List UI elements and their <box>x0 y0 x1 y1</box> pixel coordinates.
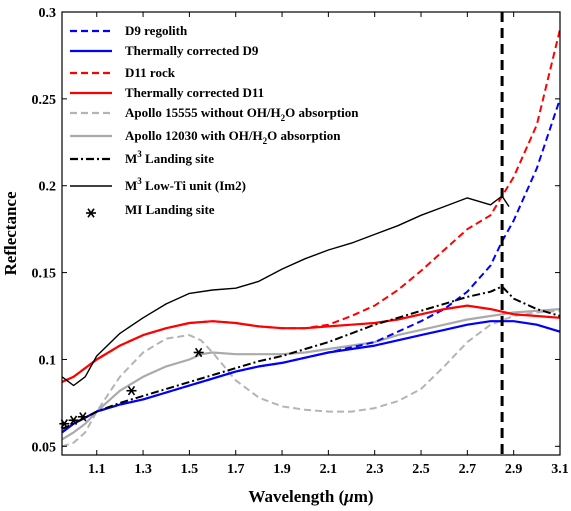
mi-landing-marker <box>77 412 88 422</box>
legend-label: D9 regolith <box>125 23 188 38</box>
y-tick-label: 0.05 <box>32 440 57 455</box>
legend-entry: Thermally corrected D9 <box>70 43 259 58</box>
mi-landing-marker <box>59 419 70 429</box>
plot-area <box>62 12 560 455</box>
y-tick-label: 0.1 <box>39 353 57 368</box>
legend-entry: D9 regolith <box>70 23 188 38</box>
series-line-4 <box>62 309 560 448</box>
y-tick-label: 0.15 <box>32 267 57 282</box>
legend-entry: D11 rock <box>70 65 176 80</box>
legend-label: Apollo 15555 without OH/H2O absorption <box>125 105 359 123</box>
mi-landing-marker <box>126 386 137 396</box>
legend-marker <box>86 208 96 218</box>
x-tick-label: 1.9 <box>273 462 291 477</box>
x-tick-label: 2.5 <box>412 462 430 477</box>
legend-label: D11 rock <box>125 65 176 80</box>
series-line-7 <box>62 195 510 387</box>
x-tick-label: 1.5 <box>181 462 199 477</box>
x-tick-label: 1.3 <box>134 462 152 477</box>
mi-landing-marker <box>193 347 204 358</box>
legend-entry: Apollo 12030 with OH/H2O absorption <box>70 128 341 146</box>
series-line-6 <box>62 285 560 430</box>
legend-entry: M3 Low-Ti unit (Im2) <box>70 176 246 193</box>
legend-entry: Apollo 15555 without OH/H2O absorption <box>70 105 359 123</box>
axes <box>61 11 561 456</box>
y-tick-label: 0.25 <box>32 93 57 108</box>
legend-entry: MI Landing site <box>86 202 215 218</box>
x-tick-label: 1.7 <box>227 462 245 477</box>
legend-entry: M3 Landing site <box>70 149 214 166</box>
legend-label: MI Landing site <box>125 202 215 217</box>
x-tick-label: 1.1 <box>88 462 106 477</box>
x-tick-label: 2.9 <box>505 462 523 477</box>
x-tick-label: 2.3 <box>366 462 384 477</box>
x-tick-label: 3.1 <box>551 462 569 477</box>
legend-label: Thermally corrected D9 <box>125 43 259 58</box>
x-tick-label: 2.7 <box>459 462 477 477</box>
series-line-5 <box>62 308 560 441</box>
y-axis-title: Reflectance <box>1 191 20 275</box>
y-tick-label: 0.3 <box>39 6 57 21</box>
legend-label: Thermally corrected D11 <box>125 85 264 100</box>
x-axis-title: Wavelength (μm) <box>248 487 373 506</box>
series-line-1 <box>62 320 560 434</box>
x-tick-label: 2.1 <box>320 462 338 477</box>
y-tick-label: 0.2 <box>39 180 57 195</box>
legend-label: M3 Landing site <box>125 149 214 166</box>
legend-entry: Thermally corrected D11 <box>70 85 264 100</box>
series-line-3 <box>62 304 560 384</box>
axes-frame <box>61 11 561 456</box>
legend-label: M3 Low-Ti unit (Im2) <box>125 176 246 193</box>
mi-landing-marker <box>68 415 79 425</box>
tick-labels: 1.1 1.3 1.5 1.7 1.9 2.1 2.3 2.5 2.7 2.9 3.1 0.05 0.1… <box>32 6 569 477</box>
legend: D9 regolith Thermally corrected D9 D11 roc… <box>70 23 359 218</box>
legend-label: Apollo 12030 with OH/H2O absorption <box>125 128 341 146</box>
